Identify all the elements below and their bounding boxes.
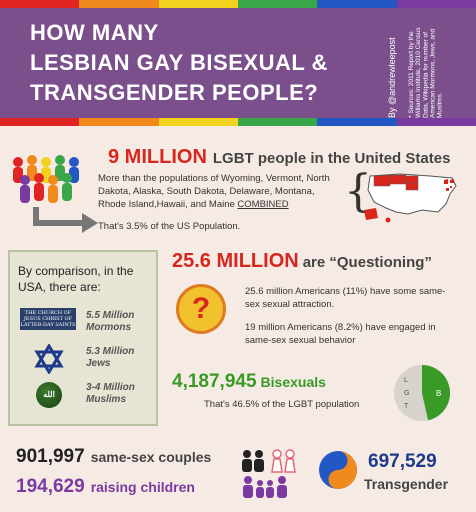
couples-label: same-sex couples	[90, 449, 212, 465]
yin-yang-icon	[319, 451, 357, 489]
mormons-stat: 5.5 Million Mormons	[86, 310, 135, 333]
people-group-icon	[13, 155, 79, 203]
sources-note: * Sources: 2011 Report by the Williams I…	[408, 27, 444, 118]
title-line-2: LESBIAN GAY BISEXUAL &	[30, 50, 328, 75]
title-line-1: HOW MANY	[30, 20, 159, 45]
muslims-stat: 3-4 Million Muslims	[86, 382, 135, 405]
arrow-icon	[33, 207, 98, 233]
pie-b-slice	[422, 365, 451, 421]
question-mark-icon: ?	[176, 284, 226, 334]
title-line-3: TRANSGENDER PEOPLE?	[30, 80, 319, 105]
questioning-label: are “Questioning”	[302, 254, 432, 271]
children-number: 194,629	[16, 476, 85, 497]
combined-word: COMBINED	[237, 198, 289, 210]
lgbt-label: LGBT people in the United States	[212, 150, 451, 167]
lds-logo: THE CHURCH OF JESUS CHRIST OF LATTER-DAY…	[20, 308, 76, 330]
brace-glyph: {	[344, 166, 372, 217]
transgender-number: 697,529	[368, 451, 437, 472]
questioning-headline: 25.6 MILLION are “Questioning”	[172, 250, 432, 273]
questioning-number: 25.6 MILLION	[172, 250, 299, 272]
children-headline: 194,629 raising children	[16, 476, 195, 498]
lgbt-description-text: More than the populations of Wyoming, Ve…	[98, 173, 330, 210]
pie-label-b: B	[436, 389, 441, 398]
family-icon	[242, 449, 296, 498]
transgender-label: Transgender	[364, 476, 449, 492]
pie-label-t: T	[404, 403, 409, 410]
couple-icon	[242, 449, 296, 473]
comparison-heading: By comparison, in the USA, there are:	[18, 264, 134, 294]
comparison-box: By comparison, in the USA, there are: TH…	[8, 250, 158, 426]
couples-headline: 901,997 same-sex couples	[16, 446, 211, 468]
top-rainbow-stripe	[0, 0, 476, 8]
star-of-david-icon	[34, 344, 64, 374]
lgbt-description: More than the populations of Wyoming, Ve…	[98, 173, 343, 211]
header-rainbow-stripe	[0, 118, 476, 126]
couples-number: 901,997	[16, 446, 85, 467]
header-banner: HOW MANY LESBIAN GAY BISEXUAL & TRANSGEN…	[0, 8, 476, 126]
author-handle: By @andrewleepost	[387, 37, 397, 118]
muslim-icon: الله	[36, 382, 62, 408]
us-map-icon	[364, 173, 457, 223]
bisexuals-label: Bisexuals	[260, 374, 326, 390]
questioning-text-1: 25.6 million Americans (11%) have some s…	[245, 286, 446, 310]
jews-stat: 5.3 Million Jews	[86, 346, 135, 369]
pie-label-g: G	[404, 390, 409, 397]
pie-chart-icon: B L G T	[394, 365, 451, 421]
lgbt-headline: 9 MILLION LGBT people in the United State…	[108, 146, 450, 169]
pie-label-l: L	[404, 377, 408, 384]
lgbt-share: That's 3.5% of the US Population.	[98, 221, 241, 232]
bisexuals-headline: 4,187,945 Bisexuals	[172, 371, 326, 393]
lgbt-number: 9 MILLION	[108, 146, 207, 168]
children-label: raising children	[90, 479, 195, 495]
bisexuals-number: 4,187,945	[172, 371, 257, 392]
bisexuals-share: That's 46.5% of the LGBT population	[204, 399, 360, 410]
questioning-text-2: 19 million Americans (8.2%) have engaged…	[245, 322, 436, 346]
